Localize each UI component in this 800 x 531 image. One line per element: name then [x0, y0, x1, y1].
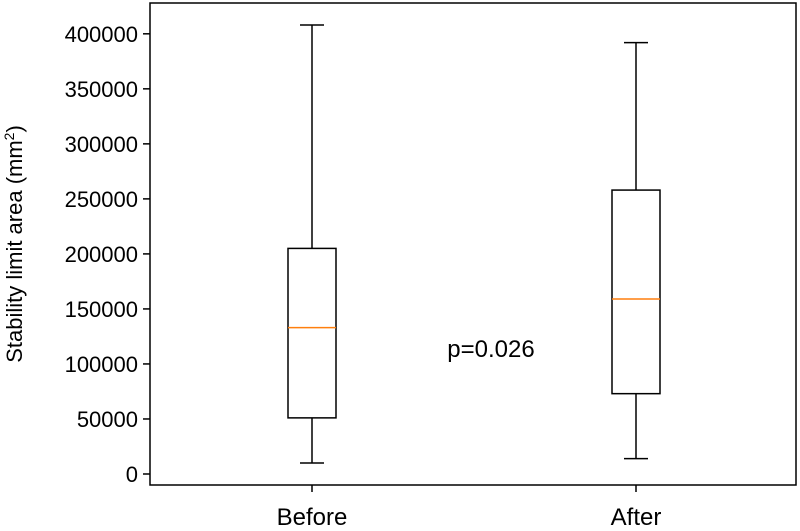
y-tick-label: 350000: [65, 77, 138, 102]
y-tick-label: 0: [126, 462, 138, 487]
iqr-box: [287, 247, 337, 419]
y-axis: 0 50000 100000 150000 200000 250000 300000 3500…: [65, 22, 150, 487]
iqr-box: [611, 189, 661, 395]
box-before: [287, 24, 337, 464]
y-tick-label: 300000: [65, 132, 138, 157]
y-tick-label: 400000: [65, 22, 138, 47]
y-axis-title-superscript: 2: [1, 132, 17, 140]
y-tick-label: 150000: [65, 297, 138, 322]
y-axis-title-close: ): [2, 125, 27, 132]
plot-frame: [149, 2, 797, 486]
box-after: [611, 41, 661, 460]
x-tick-label: Before: [277, 504, 348, 531]
y-tick-label: 100000: [65, 352, 138, 377]
y-tick-label: 200000: [65, 242, 138, 267]
x-tick-label: After: [611, 504, 662, 531]
y-axis-title-text: Stability limit area (mm: [2, 140, 27, 362]
y-axis-title: Stability limit area (mm2): [1, 125, 27, 363]
y-tick-label: 50000: [77, 407, 138, 432]
y-tick-label: 250000: [65, 187, 138, 212]
x-axis: Before After: [277, 485, 662, 531]
boxes: [287, 24, 661, 464]
p-value-annotation: p=0.026: [447, 336, 534, 363]
